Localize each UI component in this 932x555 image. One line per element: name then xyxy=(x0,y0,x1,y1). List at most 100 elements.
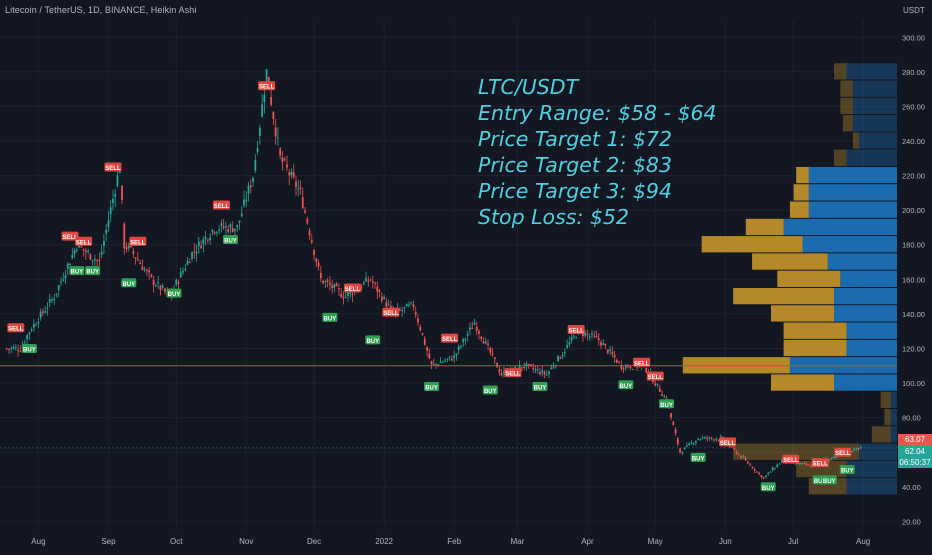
sell-signal-label: SELL xyxy=(343,283,361,293)
signal-badge-bg xyxy=(760,482,776,492)
candle-body xyxy=(737,454,740,456)
candle-body xyxy=(23,342,26,344)
candle-body xyxy=(611,351,614,355)
x-tick-label: Sep xyxy=(101,537,116,546)
y-tick-label: 260.00 xyxy=(902,102,925,111)
volume-profile-up-bar xyxy=(808,184,897,201)
candle-body xyxy=(213,232,216,234)
candle-body xyxy=(209,237,212,241)
trade-annotation: LTC/USDT Entry Range: $58 - $64 Price Ta… xyxy=(478,74,717,230)
candle-body xyxy=(243,199,245,206)
candle-body xyxy=(493,357,496,360)
signal-badge-bg xyxy=(166,288,182,298)
signal-badge-text: BUY xyxy=(484,389,497,395)
candle-body xyxy=(362,282,365,285)
signal-badge-text: SELL xyxy=(835,451,851,457)
signal-badge-text: SELL xyxy=(568,328,584,334)
candle-body xyxy=(365,277,367,282)
volume-profile-down-bar xyxy=(783,322,847,339)
signal-badge-text: SELL xyxy=(783,458,799,464)
y-tick-label: 20.00 xyxy=(902,517,921,526)
volume-profile-up-bar xyxy=(808,201,897,218)
candle-body xyxy=(575,337,578,339)
candle-body xyxy=(292,172,295,178)
candle-body xyxy=(270,97,273,106)
candle-body xyxy=(383,296,386,299)
candle-body xyxy=(778,463,781,465)
candle-body xyxy=(780,460,783,463)
signal-badge-bg xyxy=(567,324,585,334)
candle-body xyxy=(803,462,806,464)
candle-body xyxy=(559,357,562,359)
signal-badge-bg xyxy=(129,236,147,246)
x-tick-label: 2022 xyxy=(375,537,393,546)
candle-body xyxy=(202,238,205,245)
signal-badge-bg xyxy=(21,343,37,353)
candle-body xyxy=(487,343,489,345)
candle-body xyxy=(462,338,465,343)
candle-body xyxy=(471,327,474,329)
candle-body xyxy=(430,361,433,365)
buy-signal-label: BUY xyxy=(424,382,440,392)
candle-body xyxy=(622,368,625,370)
candle-body xyxy=(491,353,494,355)
candle-body xyxy=(403,307,406,309)
sell-signal-label: SELL xyxy=(7,323,25,333)
candle-body xyxy=(469,327,471,330)
candle-body xyxy=(254,159,257,171)
signal-badge-bg xyxy=(782,454,800,464)
volume-profile-up-bar xyxy=(846,478,897,495)
candle-body xyxy=(683,447,686,450)
signal-badge-text: BUY xyxy=(324,316,337,322)
volume-profile-down-bar xyxy=(884,408,891,426)
buy-signal-label: BUY xyxy=(322,312,338,322)
candle-body xyxy=(417,318,419,323)
candle-body xyxy=(53,299,56,301)
signal-badge-text: BUY xyxy=(168,292,181,298)
candle-body xyxy=(313,249,315,256)
signal-badge-bg xyxy=(75,236,93,246)
candle-body xyxy=(744,458,747,461)
candle-body xyxy=(186,261,189,265)
sell-signal-label: SELL xyxy=(633,357,651,367)
volume-profile-up-bar xyxy=(852,97,897,115)
y-tick-label: 80.00 xyxy=(902,414,921,423)
candle-body xyxy=(855,448,858,450)
candle-body xyxy=(765,475,767,478)
candle-body xyxy=(710,437,713,439)
candle-body xyxy=(672,421,675,426)
signal-badge-text: BUY xyxy=(122,282,135,288)
candle-body xyxy=(290,171,293,176)
volume-profile-down-bar xyxy=(745,218,784,236)
candle-body xyxy=(554,365,557,367)
candle-body xyxy=(351,294,354,296)
candle-body xyxy=(42,311,44,313)
candle-body xyxy=(87,251,90,253)
candle-body xyxy=(414,312,417,315)
candle-body xyxy=(543,372,546,375)
candle-body xyxy=(656,383,659,385)
candle-body xyxy=(265,69,268,85)
x-tick-label: Aug xyxy=(31,537,45,546)
candle-body xyxy=(328,282,331,285)
sell-signal-label: SELL xyxy=(504,368,522,378)
candle-body xyxy=(606,349,609,353)
candle-body xyxy=(588,336,591,338)
candle-body xyxy=(256,148,259,153)
candle-body xyxy=(89,254,92,260)
candle-body xyxy=(857,448,860,450)
countdown-timer: 06:50:37 xyxy=(899,458,931,467)
signal-badge-bg xyxy=(222,235,238,245)
candle-body xyxy=(552,366,555,368)
candle-body xyxy=(245,200,248,202)
sell-signal-label: SELL xyxy=(382,307,400,317)
candle-body xyxy=(277,137,279,139)
signal-badge-text: BUY xyxy=(224,239,237,245)
candle-body xyxy=(349,291,352,294)
candle-body xyxy=(566,345,569,348)
candle-body xyxy=(134,257,137,259)
candle-body xyxy=(385,302,388,307)
buy-signal-label: BUY xyxy=(618,380,634,390)
